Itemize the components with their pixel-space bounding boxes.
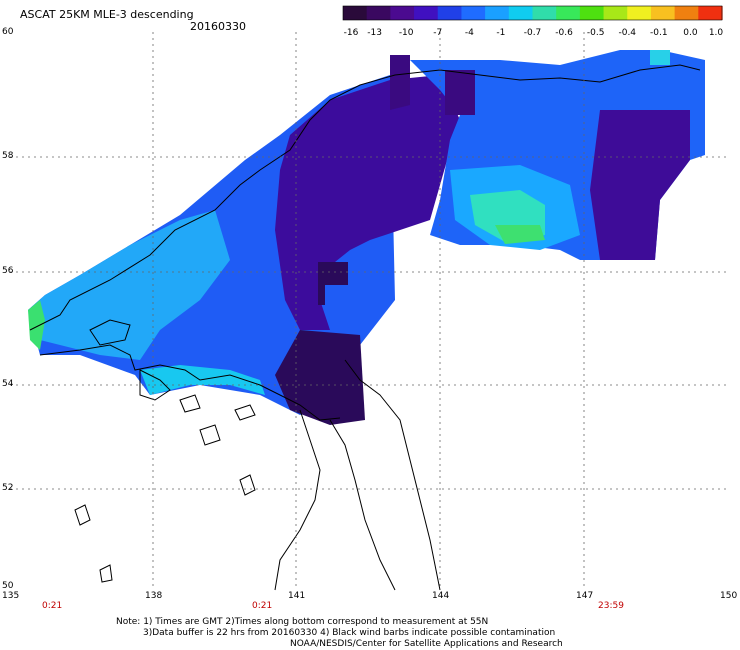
colorbar-cell — [627, 6, 652, 20]
colorbar-cell — [674, 6, 699, 20]
map-date: 20160330 — [190, 20, 246, 33]
swath-region-south-dark — [275, 330, 365, 425]
data-swath — [28, 50, 705, 425]
colorbar-tick-label: -13 — [367, 28, 382, 38]
swath-region-east-green — [495, 225, 545, 244]
lon-label-144: 144 — [432, 591, 450, 601]
colorbar-cell — [390, 6, 415, 20]
colorbar-cell — [650, 6, 676, 20]
colorbar-tick-label: -4 — [465, 28, 474, 38]
colorbar-cell — [508, 6, 534, 20]
time-label-central: 0:21 — [252, 601, 273, 611]
colorbar-tick-label: -1 — [496, 28, 505, 38]
lat-label-56: 56 — [2, 266, 14, 276]
lon-label-141: 141 — [288, 591, 306, 601]
colorbar-cell — [343, 6, 368, 20]
note-line-1: Note: 1) Times are GMT 2)Times along bot… — [116, 617, 489, 627]
colorbar-cell — [532, 6, 557, 20]
lon-label-147: 147 — [576, 591, 594, 601]
colorbar-ticks: -16 -13 -10 -7 -4 -1 -0.7 -0.6 -0.5 -0.4 -0.1 0.0 1.… — [344, 28, 724, 38]
swath-region-north-dark-2 — [445, 70, 475, 115]
note-line-2: 3)Data buffer is 22 hrs from 20160330 4)… — [143, 628, 556, 638]
lon-label-138: 138 — [145, 591, 163, 601]
colorbar-frame — [342, 5, 723, 21]
swath-region-west-green — [28, 300, 45, 350]
lon-label-150: 150 — [720, 591, 738, 601]
colorbar-cell — [698, 6, 723, 20]
colorbar-tick-label: -0.7 — [524, 28, 542, 38]
lat-label-54: 54 — [2, 379, 14, 389]
swath-region-north-cyan — [650, 50, 670, 65]
lat-lon-grid — [10, 32, 730, 590]
colorbar-tick-label: 0.0 — [683, 28, 698, 38]
colorbar-tick-label: -0.6 — [555, 28, 573, 38]
lat-label-58: 58 — [2, 151, 14, 161]
colorbar-cell — [437, 6, 463, 20]
colorbar-cell — [461, 6, 486, 20]
swath-region-north-dark — [390, 55, 410, 110]
colorbar-cell — [485, 6, 510, 20]
lat-label-50: 50 — [2, 581, 14, 591]
colorbar-tick-label: -7 — [433, 28, 442, 38]
colorbar-cell — [603, 6, 628, 20]
colorbar-tick-label: -0.4 — [618, 28, 636, 38]
coastlines — [29, 64, 701, 591]
map-title: ASCAT 25KM MLE-3 descending — [20, 8, 194, 21]
swath-region-east-dark — [590, 110, 690, 260]
lat-label-60: 60 — [2, 27, 14, 37]
swath-region-notch-dark — [318, 262, 348, 305]
colorbar-cell — [556, 6, 581, 20]
lon-label-135: 135 — [2, 591, 20, 601]
colorbar-cells — [342, 5, 723, 21]
swath-region-west-cyan — [28, 210, 230, 360]
time-label-west: 0:21 — [42, 601, 63, 611]
colorbar-cell — [579, 6, 605, 20]
colorbar-cell — [366, 6, 391, 20]
lat-label-52: 52 — [2, 483, 14, 493]
colorbar-tick-label: -0.1 — [650, 28, 668, 38]
colorbar-tick-label: -16 — [344, 28, 359, 38]
note-line-3: NOAA/NESDIS/Center for Satellite Applica… — [290, 639, 563, 649]
colorbar-tick-label: -10 — [399, 28, 414, 38]
colorbar-cell — [414, 6, 439, 20]
colorbar-tick-label: 1.0 — [709, 28, 724, 38]
colorbar: -16 -13 -10 -7 -4 -1 -0.7 -0.6 -0.5 -0.4 -0.1 0.0 1.… — [342, 5, 724, 38]
time-label-east: 23:59 — [598, 601, 624, 611]
colorbar-tick-label: -0.5 — [587, 28, 605, 38]
